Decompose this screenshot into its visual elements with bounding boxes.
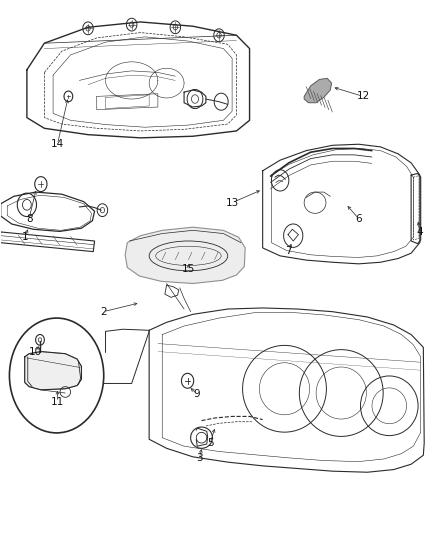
Text: 6: 6 <box>355 214 362 224</box>
Text: 7: 7 <box>286 246 292 255</box>
Text: 15: 15 <box>182 264 195 274</box>
Text: 12: 12 <box>357 91 370 101</box>
Text: 11: 11 <box>51 397 64 407</box>
Text: 8: 8 <box>26 214 32 224</box>
Text: 14: 14 <box>51 139 64 149</box>
Text: 4: 4 <box>417 227 423 237</box>
Text: 3: 3 <box>196 453 203 463</box>
Polygon shape <box>125 227 245 284</box>
Polygon shape <box>304 78 332 103</box>
Text: 13: 13 <box>226 198 239 208</box>
Text: 9: 9 <box>194 389 201 399</box>
Text: 5: 5 <box>207 438 214 448</box>
Polygon shape <box>25 352 81 390</box>
Text: 10: 10 <box>29 346 42 357</box>
Text: 1: 1 <box>21 232 28 243</box>
Text: 2: 2 <box>100 306 106 317</box>
